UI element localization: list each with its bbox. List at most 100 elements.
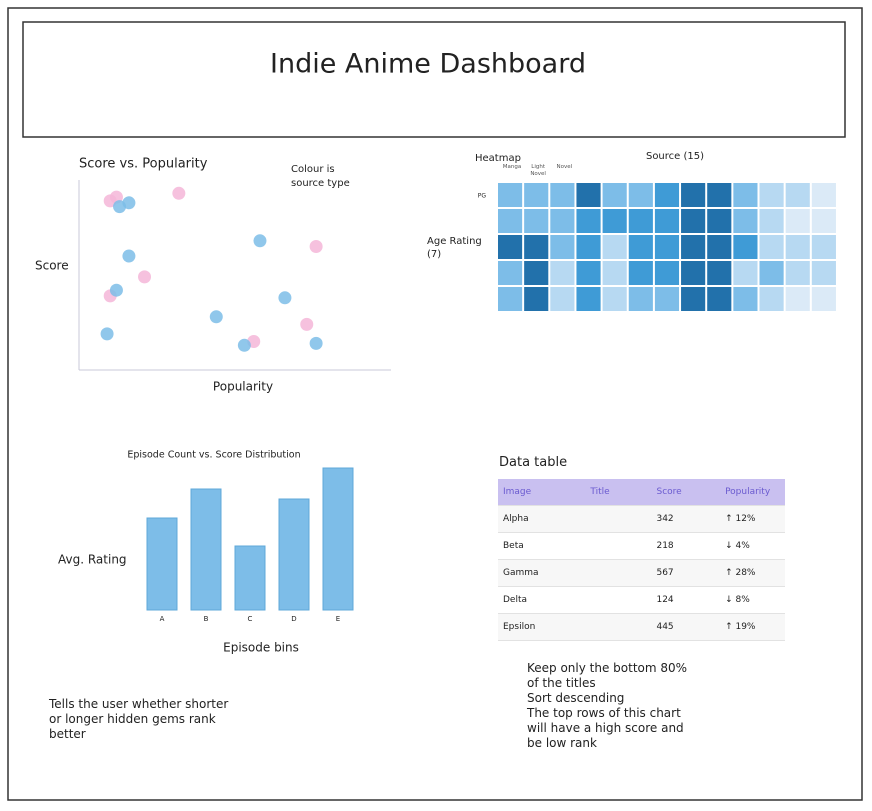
x-tick-label: C [248, 615, 253, 623]
heat-cell [524, 209, 549, 233]
data-table: Image Title Score Popularity Alpha 342 ↑ 12% Be… [498, 479, 785, 641]
cell-score: 342 [651, 505, 721, 533]
point [122, 249, 136, 263]
note-line: The top rows of this chart will have a h… [527, 706, 684, 750]
heat-cell [707, 287, 732, 311]
heat-cell [550, 287, 575, 311]
column-header: Title [585, 479, 652, 506]
heat-cell [785, 209, 810, 233]
point [100, 327, 114, 341]
cell-score: 445 [651, 613, 721, 641]
chart-title: Heatmap [475, 153, 521, 164]
note-list: Keep only the bottom 80% of the titles So… [527, 661, 702, 751]
point [209, 310, 223, 324]
table-row: Epsilon 445 ↑ 19% [498, 613, 785, 641]
note-line: Sort descending [527, 691, 625, 705]
cell-image: Epsilon [498, 613, 586, 641]
heat-cell [576, 261, 601, 285]
y-axis-label: Avg. Rating [58, 553, 127, 567]
heat-cell [498, 287, 523, 311]
point [300, 317, 314, 331]
column-header: Popularity [720, 479, 785, 506]
chart-title: Episode Count vs. Score Distribution [127, 450, 300, 461]
bar [278, 498, 310, 611]
table-row: Delta 124 ↓ 8% [498, 586, 785, 614]
heat-cell [524, 235, 549, 259]
table-title: Data table [499, 455, 568, 470]
cell-score: 124 [651, 586, 721, 614]
cell-title [585, 586, 652, 614]
y-axis-label: Score [35, 259, 69, 273]
heat-cell [602, 287, 627, 311]
heat-cell [681, 209, 706, 233]
heat-cell [498, 209, 523, 233]
x-tick-label: A [160, 615, 165, 623]
bar-chart: Episode Count vs. Score Distribution Avg.… [58, 450, 354, 655]
heat-cell [707, 261, 732, 285]
heat-cell [524, 183, 549, 207]
heat-cell [707, 235, 732, 259]
x-tick-label: E [336, 615, 340, 623]
row-label: PG [478, 193, 487, 200]
cell-title [585, 532, 652, 560]
heat-cell [576, 209, 601, 233]
x-axis-label: Episode bins [223, 641, 299, 655]
column-header: Image [498, 479, 586, 506]
cell-image: Gamma [498, 559, 586, 587]
header-row: Image Title Score Popularity [498, 479, 785, 506]
heat-cell [654, 261, 680, 285]
outer-frame [7, 7, 863, 801]
point [278, 291, 292, 305]
heat-cell [550, 235, 575, 259]
heat-cell [550, 183, 575, 207]
heat-cell [733, 235, 758, 259]
cell-title [585, 613, 652, 641]
heat-cell [759, 235, 784, 259]
header-box [22, 21, 846, 138]
heat-cell [602, 183, 627, 207]
x-axis-label: Source (15) [646, 151, 704, 162]
column-label: Manga [502, 164, 522, 170]
heat-cell [759, 287, 784, 311]
heat-cell [628, 261, 653, 285]
heat-cell [602, 235, 627, 259]
point [172, 186, 186, 200]
column-header: Score [651, 479, 721, 506]
point [309, 336, 323, 350]
cell-image: Delta [498, 586, 586, 614]
heat-cell [681, 183, 706, 207]
heat-cell [681, 261, 706, 285]
cell-score: 567 [651, 559, 721, 587]
heat-cell [498, 235, 523, 259]
annotation: Colour is source type [291, 164, 350, 189]
heat-cell [524, 261, 549, 285]
bar [190, 488, 222, 611]
heat-cell [785, 235, 810, 259]
heat-cell [707, 183, 732, 207]
heat-cell [654, 209, 680, 233]
point [237, 338, 251, 352]
bar [322, 467, 354, 611]
heat-cell [811, 183, 836, 207]
cell-popularity: ↓ 8% [720, 586, 785, 614]
scatter-chart: Score vs. Popularity Score Popularity [35, 157, 391, 394]
x-tick-label: B [204, 615, 209, 623]
title: Indie Anime Dashboard [270, 49, 586, 80]
heat-cell [576, 183, 601, 207]
heat-cell [759, 261, 784, 285]
cell-title [585, 559, 652, 587]
heat-cell [759, 183, 784, 207]
y-axis-label: Age Rating (7) [427, 236, 482, 260]
heat-cell [785, 287, 810, 311]
note-line: Keep only the bottom 80% of the titles [527, 661, 688, 690]
heat-cell [628, 209, 653, 233]
heat-cell [681, 235, 706, 259]
heat-cell [498, 183, 523, 207]
heat-cell [628, 287, 653, 311]
column-label: Novel [556, 164, 573, 170]
cell-image: Beta [498, 532, 586, 560]
cell-popularity: ↑ 28% [720, 559, 785, 587]
table-row: Alpha 342 ↑ 12% [498, 505, 785, 533]
